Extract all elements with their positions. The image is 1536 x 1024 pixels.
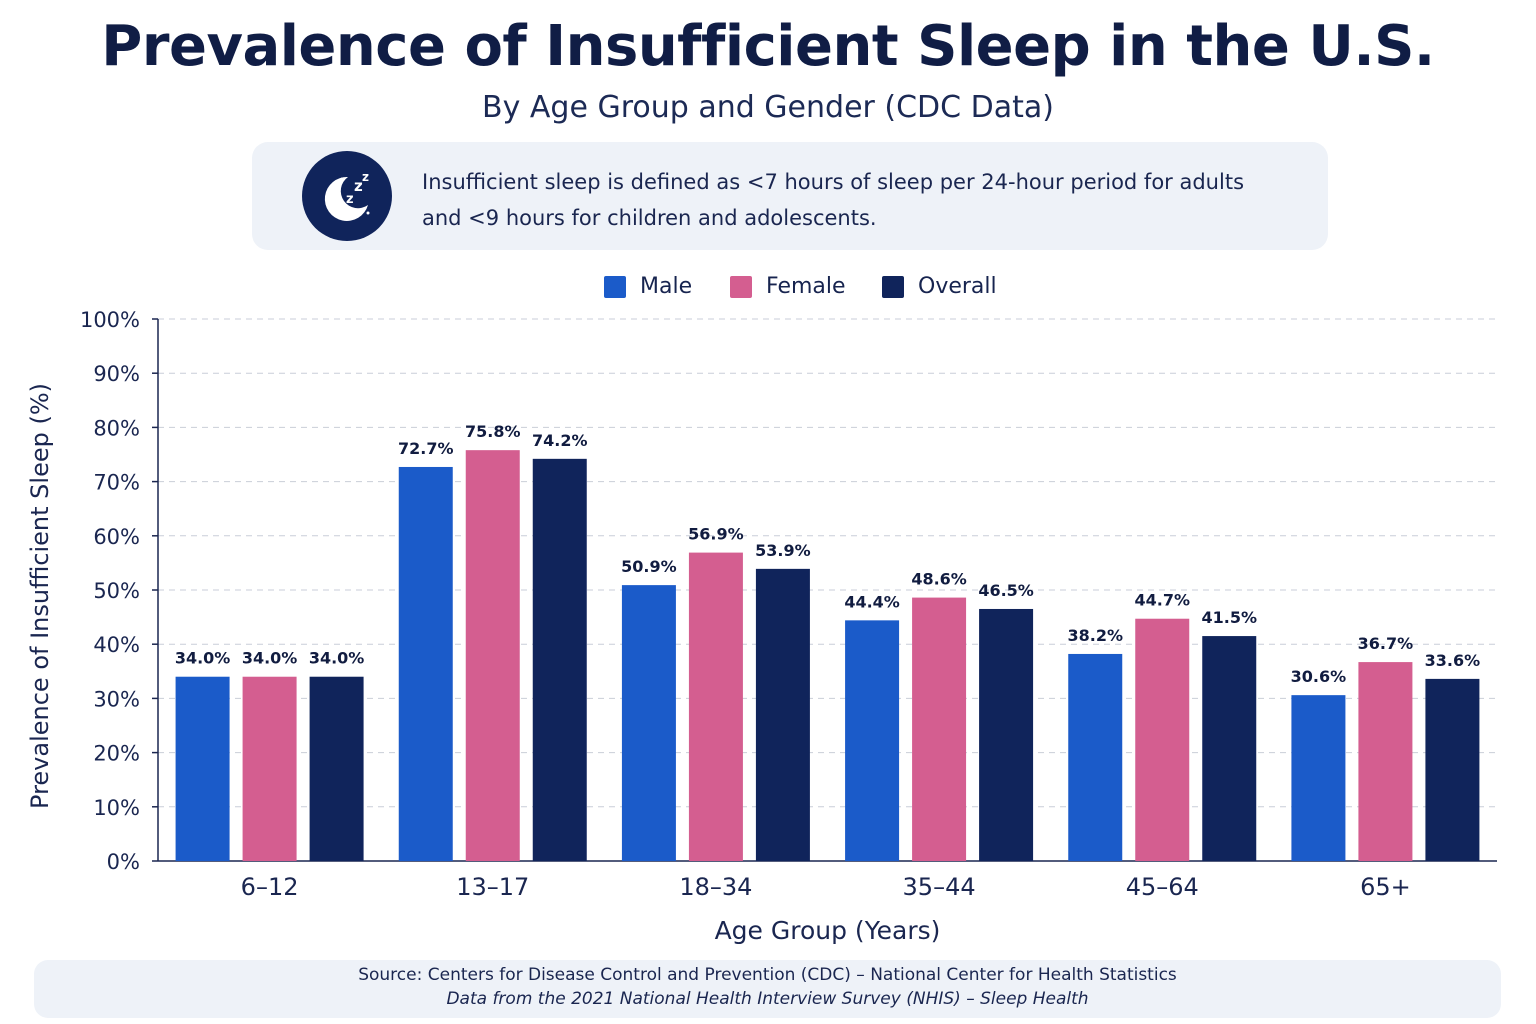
y-tick-label: 70% bbox=[93, 471, 140, 495]
bar-overall bbox=[1202, 636, 1257, 861]
bar-male bbox=[1291, 695, 1346, 861]
data-label: 36.7% bbox=[1358, 634, 1414, 653]
definition-panel: z z z Insufficient sleep is defined as <… bbox=[252, 142, 1328, 250]
data-label: 56.9% bbox=[688, 525, 744, 544]
data-label: 34.0% bbox=[175, 649, 231, 668]
y-tick-label: 0% bbox=[107, 850, 140, 874]
data-label: 50.9% bbox=[621, 557, 677, 576]
bar-chart: 0% 10% 20% 30% 40% 50% 60% 70% 80% 90% 100% 34.0% 34… bbox=[26, 308, 1497, 945]
data-label: 53.9% bbox=[755, 541, 811, 560]
bar-female bbox=[465, 450, 520, 861]
legend-swatch-female bbox=[730, 276, 752, 298]
bar-overall bbox=[309, 676, 364, 861]
data-label: 44.7% bbox=[1134, 591, 1190, 610]
bar-female bbox=[1358, 662, 1413, 861]
data-label: 72.7% bbox=[398, 439, 454, 458]
y-tick-label: 90% bbox=[93, 362, 140, 386]
bar-female bbox=[912, 597, 967, 861]
bar-overall bbox=[532, 458, 587, 861]
bar-overall bbox=[755, 568, 810, 861]
chart-title: Prevalence of Insufficient Sleep in the … bbox=[101, 14, 1435, 79]
y-tick-label: 60% bbox=[93, 525, 140, 549]
x-tick-label: 65+ bbox=[1360, 873, 1411, 901]
bar-male bbox=[398, 466, 453, 861]
data-label: 41.5% bbox=[1201, 608, 1257, 627]
data-label: 75.8% bbox=[465, 422, 521, 441]
bar-overall bbox=[1425, 678, 1480, 861]
source-line-1: Source: Centers for Disease Control and … bbox=[358, 965, 1177, 985]
chart-legend: Male Female Overall bbox=[0, 272, 1536, 302]
moon-sleep-icon: z z z bbox=[302, 151, 392, 241]
bar-male bbox=[175, 676, 230, 861]
y-tick-label: 50% bbox=[93, 579, 140, 603]
data-label: 30.6% bbox=[1291, 667, 1347, 686]
x-tick-label: 35–44 bbox=[903, 873, 976, 901]
x-tick-label: 18–34 bbox=[679, 873, 752, 901]
data-label: 38.2% bbox=[1067, 626, 1123, 645]
bar-male bbox=[1068, 653, 1123, 861]
bar-female bbox=[242, 676, 297, 861]
svg-text:z: z bbox=[346, 192, 354, 207]
data-label: 48.6% bbox=[911, 570, 967, 589]
legend-swatch-male bbox=[604, 276, 626, 298]
data-label: 44.4% bbox=[844, 592, 900, 611]
svg-text:z: z bbox=[362, 170, 369, 184]
y-tick-label: 20% bbox=[93, 742, 140, 766]
data-label: 74.2% bbox=[532, 431, 588, 450]
bar-female bbox=[688, 552, 743, 861]
definition-line-1: Insufficient sleep is defined as <7 hour… bbox=[422, 170, 1245, 194]
y-tick-label: 80% bbox=[93, 416, 140, 440]
bar-overall bbox=[979, 608, 1034, 861]
chart-subtitle: By Age Group and Gender (CDC Data) bbox=[482, 90, 1054, 125]
bar-female bbox=[1135, 618, 1190, 861]
definition-text: Insufficient sleep is defined as <7 hour… bbox=[422, 164, 1302, 236]
x-axis-title: Age Group (Years) bbox=[715, 916, 941, 945]
legend-label-female: Female bbox=[766, 274, 846, 299]
data-label: 33.6% bbox=[1425, 651, 1481, 670]
legend-swatch-overall bbox=[882, 276, 904, 298]
y-tick-label: 10% bbox=[93, 796, 140, 820]
y-tick-label: 30% bbox=[93, 687, 140, 711]
x-tick-label: 6–12 bbox=[241, 873, 299, 901]
bar-male bbox=[621, 585, 676, 861]
data-label: 34.0% bbox=[242, 649, 298, 668]
y-tick-label: 100% bbox=[80, 308, 140, 332]
source-line-2: Data from the 2021 National Health Inter… bbox=[446, 989, 1089, 1009]
x-tick-label: 13–17 bbox=[456, 873, 529, 901]
x-tick-label: 45–64 bbox=[1126, 873, 1199, 901]
data-label: 34.0% bbox=[309, 649, 365, 668]
definition-line-2: and <9 hours for children and adolescent… bbox=[422, 206, 877, 230]
legend-label-overall: Overall bbox=[918, 274, 997, 299]
y-axis-title: Prevalence of Insufficient Sleep (%) bbox=[26, 383, 54, 809]
svg-text:z: z bbox=[354, 177, 363, 195]
legend-label-male: Male bbox=[640, 274, 693, 299]
source-panel: Source: Centers for Disease Control and … bbox=[34, 960, 1501, 1018]
y-tick-label: 40% bbox=[93, 633, 140, 657]
bar-male bbox=[845, 620, 900, 861]
data-label: 46.5% bbox=[978, 581, 1034, 600]
